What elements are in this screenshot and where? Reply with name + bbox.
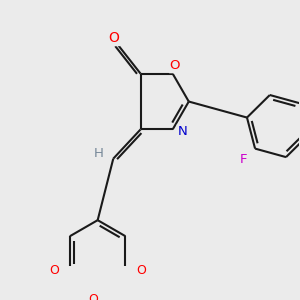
Text: F: F [240,153,248,166]
Text: O: O [170,59,180,72]
Text: N: N [178,125,188,138]
Text: O: O [136,264,146,277]
Text: O: O [88,293,98,300]
Text: O: O [49,264,59,277]
Text: H: H [94,147,104,160]
Text: O: O [109,31,119,45]
